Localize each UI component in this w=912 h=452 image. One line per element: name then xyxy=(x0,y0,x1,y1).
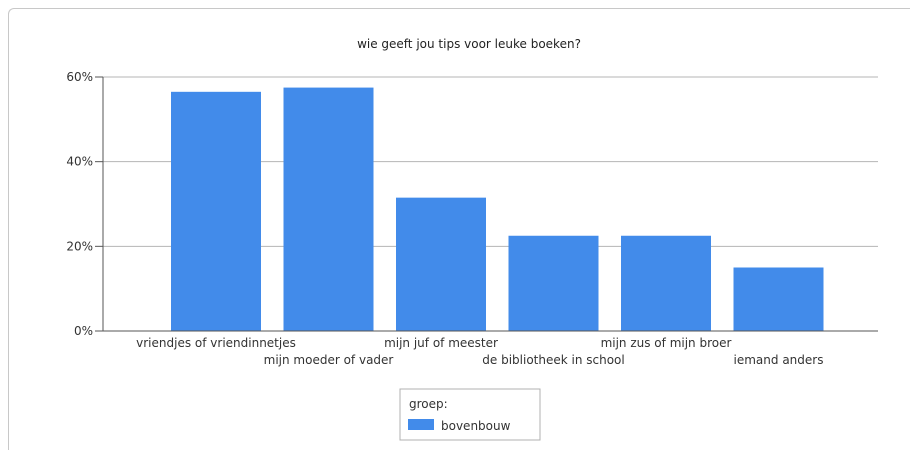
category-label: mijn juf of meester xyxy=(384,336,498,350)
legend-item-label: bovenbouw xyxy=(441,419,511,433)
bar xyxy=(621,235,711,331)
category-label: de bibliotheek in school xyxy=(482,353,624,367)
category-label: iemand anders xyxy=(734,353,824,367)
legend-title: groep: xyxy=(409,397,448,411)
bar xyxy=(508,235,599,331)
bar xyxy=(733,267,824,331)
category-labels: vriendjes of vriendinnetjes mijn moeder o… xyxy=(136,336,823,367)
category-label: mijn moeder of vader xyxy=(264,353,394,367)
legend: groep: bovenbouw xyxy=(399,388,541,441)
bar xyxy=(396,197,486,331)
y-tick-label: 0% xyxy=(74,324,93,338)
chart-title: wie geeft jou tips voor leuke boeken? xyxy=(357,37,581,51)
y-axis-ticks: 0% 20% 40% 60% xyxy=(66,70,104,338)
y-tick-label: 40% xyxy=(66,155,93,169)
category-label: vriendjes of vriendinnetjes xyxy=(136,336,296,350)
legend-swatch xyxy=(408,419,434,430)
y-tick-label: 60% xyxy=(66,70,93,84)
y-tick-label: 20% xyxy=(66,239,93,253)
bar xyxy=(171,91,261,331)
category-label: mijn zus of mijn broer xyxy=(601,336,732,350)
legend-box xyxy=(399,388,541,441)
bar xyxy=(283,87,374,331)
bars xyxy=(171,87,824,331)
